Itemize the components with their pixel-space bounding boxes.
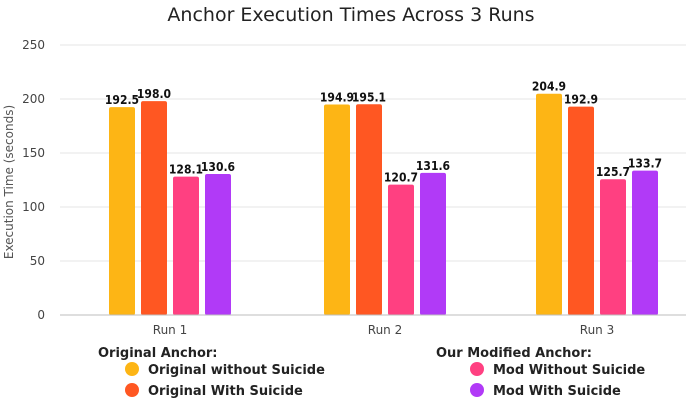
data-label: 130.6	[201, 160, 235, 174]
x-tick-label: Run 1	[153, 323, 187, 337]
bar	[420, 172, 446, 315]
data-label: 125.7	[596, 165, 630, 179]
data-labels: 192.5 194.9 204.9 198.0 195.1 192.9 128.1 120.7…	[105, 80, 662, 185]
legend-marker	[125, 362, 139, 376]
axes: 0 50 100 150 200 250 Run 1 Run 2 Run 3	[22, 38, 686, 337]
y-tick-label: 200	[22, 92, 45, 106]
data-label: 192.9	[564, 93, 598, 107]
bar	[109, 107, 135, 315]
legend-group-title: Our Modified Anchor:	[436, 346, 592, 361]
bar	[356, 104, 382, 316]
bar	[324, 104, 350, 316]
legend-marker	[470, 362, 484, 376]
y-tick-label: 50	[30, 254, 45, 268]
y-tick-label: 100	[22, 200, 45, 214]
x-tick-label: Run 2	[368, 323, 402, 337]
legend-item-label: Mod Without Suicide	[493, 363, 645, 378]
bars	[109, 93, 658, 316]
bar	[632, 170, 658, 315]
y-tick-label: 250	[22, 38, 45, 52]
legend-item-label: Mod With Suicide	[493, 384, 621, 399]
data-label: 198.0	[137, 87, 171, 101]
bar	[141, 101, 167, 315]
bar	[205, 173, 231, 315]
data-label: 133.7	[628, 157, 662, 171]
bar	[388, 184, 414, 315]
data-label: 131.6	[416, 159, 450, 173]
legend-group-title: Original Anchor:	[98, 346, 218, 361]
data-label: 195.1	[352, 90, 386, 104]
legend-marker	[470, 383, 484, 397]
x-tick-label: Run 3	[580, 323, 614, 337]
bar	[568, 106, 594, 315]
y-tick-label: 0	[37, 308, 45, 322]
data-label: 120.7	[384, 171, 418, 185]
bar	[600, 179, 626, 315]
legend-marker	[125, 383, 139, 397]
data-label: 128.1	[169, 163, 203, 177]
bar	[173, 176, 199, 315]
data-label: 204.9	[532, 80, 566, 94]
legend-item-label: Original With Suicide	[148, 384, 303, 399]
chart-title: Anchor Execution Times Across 3 Runs	[167, 4, 534, 26]
data-label: 192.5	[105, 93, 139, 107]
y-axis-label: Execution Time (seconds)	[2, 105, 16, 259]
y-tick-label: 150	[22, 146, 45, 160]
legend-item-label: Original without Suicide	[148, 363, 325, 378]
bar	[536, 93, 562, 315]
legend: Original Anchor: Original without Suicide…	[98, 346, 645, 399]
data-label: 194.9	[320, 91, 354, 105]
